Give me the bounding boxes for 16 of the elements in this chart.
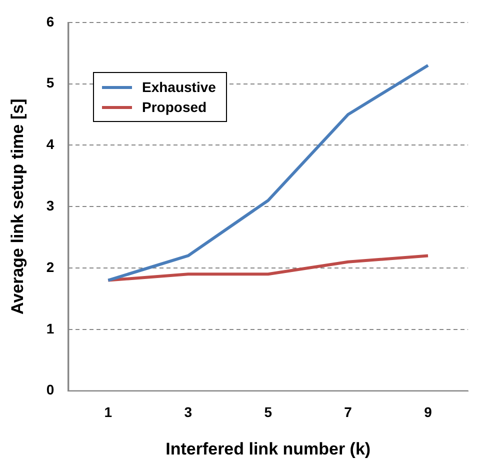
y-tick-label: 5 [46,74,54,91]
y-tick-label: 6 [46,13,54,30]
x-tick-label: 9 [424,404,432,420]
x-tick-label: 7 [344,404,352,420]
legend-label: Proposed [142,99,207,115]
x-tick-label: 5 [264,404,272,420]
y-tick-label: 0 [46,382,54,398]
legend-label: Exhaustive [142,79,216,95]
x-tick-label: 1 [104,404,112,420]
x-axis-title: Interfered link number (k) [166,439,371,458]
x-tick-label: 3 [184,404,192,420]
y-tick-label: 2 [46,258,54,275]
y-axis-title: Average link setup time [s] [8,98,27,314]
y-tick-label: 3 [46,197,54,214]
y-tick-label: 4 [46,136,54,152]
y-tick-label: 1 [46,320,54,336]
